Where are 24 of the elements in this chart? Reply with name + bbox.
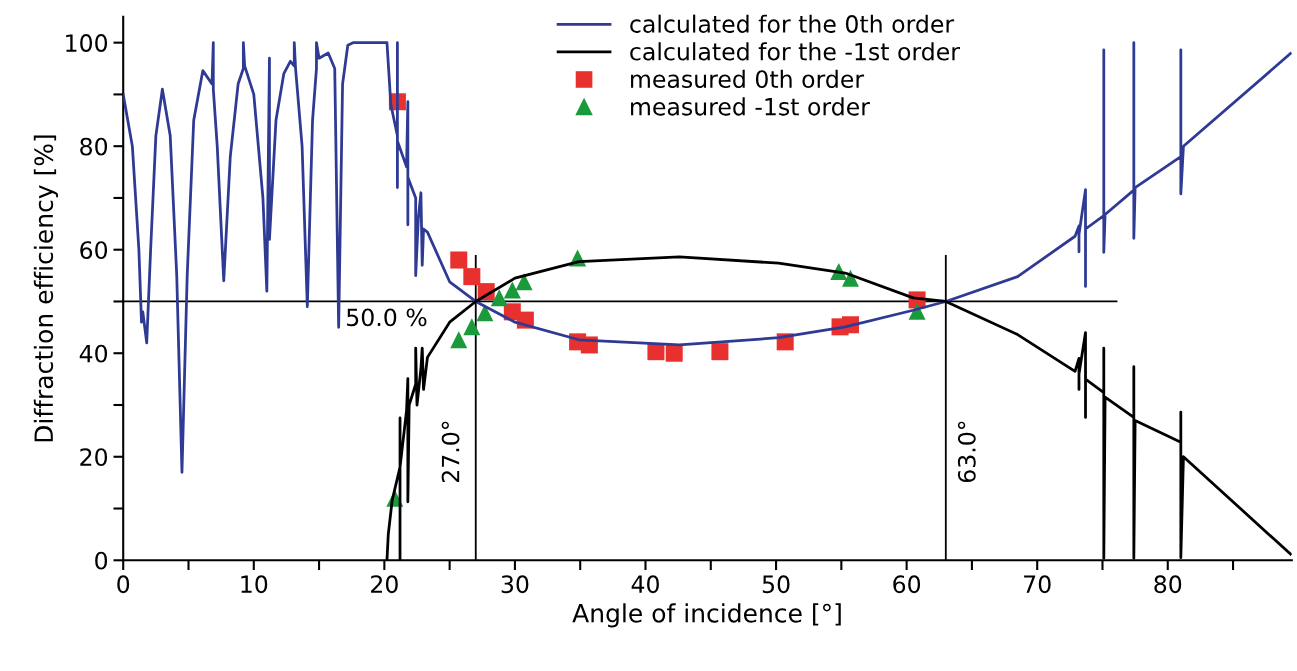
x-tick-label: 70 [1024, 575, 1051, 594]
x-tick-label: 60 [893, 575, 921, 594]
legend-label: measured -1st order [631, 97, 870, 116]
x-tick-label: 40 [631, 575, 659, 594]
legend-label: calculated for the -1st order [630, 42, 960, 61]
x-tick-label: 50 [762, 575, 790, 594]
ref-line-label: 50.0 % [347, 308, 427, 327]
y-axis-title: Diffraction efficiency [%] [33, 135, 59, 442]
y-tick-label: 20 [80, 448, 108, 467]
x-tick-label: 80 [1154, 575, 1182, 594]
legend-label: measured 0th order [631, 69, 865, 89]
y-tick-label: 0 [95, 551, 108, 570]
ref-line-label: 63.0° [957, 421, 976, 483]
y-tick-label: 80 [80, 137, 108, 156]
legend-label: calculated for the 0th order [630, 14, 955, 33]
x-tick-label: 10 [241, 575, 268, 594]
y-tick-label: 60 [80, 241, 108, 260]
ref-line-label: 27.0° [441, 421, 460, 483]
x-tick-label: 0 [117, 575, 130, 594]
y-tick-label: 40 [79, 344, 108, 363]
x-axis-title: Angle of incidence [°] [572, 603, 841, 628]
y-tick-label: 100 [66, 34, 108, 52]
x-tick-label: 30 [501, 575, 529, 594]
x-tick-label: 20 [371, 575, 398, 594]
